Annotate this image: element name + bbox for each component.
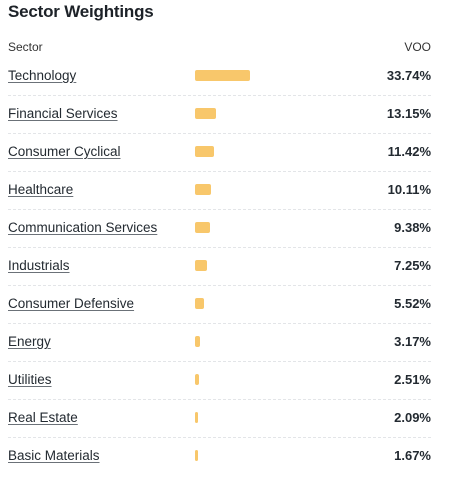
sector-link[interactable]: Utilities <box>8 372 52 387</box>
sector-link[interactable]: Communication Services <box>8 220 158 235</box>
weight-bar <box>195 374 199 385</box>
weight-bar <box>195 146 214 157</box>
weight-bar <box>195 70 250 81</box>
weight-bar-track <box>195 336 355 347</box>
weight-bar-track <box>195 108 355 119</box>
sector-link[interactable]: Consumer Cyclical <box>8 144 121 159</box>
weight-value: 2.51% <box>394 372 431 387</box>
weight-bar-track <box>195 374 355 385</box>
weight-bar <box>195 222 210 233</box>
fund-column-header: VOO <box>404 40 431 54</box>
weight-bar <box>195 184 211 195</box>
table-row: Healthcare 10.11% <box>8 172 431 210</box>
table-row: Utilities 2.51% <box>8 362 431 400</box>
weight-bar-track <box>195 70 355 81</box>
sector-link[interactable]: Financial Services <box>8 106 118 121</box>
weight-bar <box>195 412 198 423</box>
sector-link[interactable]: Basic Materials <box>8 448 100 463</box>
weight-bar-track <box>195 184 355 195</box>
table-row: Communication Services 9.38% <box>8 210 431 248</box>
weight-value: 5.52% <box>394 296 431 311</box>
sector-link[interactable]: Consumer Defensive <box>8 296 135 311</box>
weight-bar-track <box>195 412 355 423</box>
weight-value: 33.74% <box>386 68 431 83</box>
sector-list: Technology 33.74% Financial Services 13.15%… <box>8 58 431 476</box>
table-row: Real Estate 2.09% <box>8 400 431 438</box>
panel-title: Sector Weightings <box>8 2 154 21</box>
weight-value: 2.09% <box>394 410 431 425</box>
weight-bar <box>195 450 198 461</box>
table-row: Energy 3.17% <box>8 324 431 362</box>
weight-bar <box>195 260 207 271</box>
weight-bar-track <box>195 260 355 271</box>
sector-column-header: Sector <box>8 40 43 54</box>
sector-link[interactable]: Energy <box>8 334 51 349</box>
sector-link[interactable]: Technology <box>8 68 77 83</box>
sector-link[interactable]: Real Estate <box>8 410 78 425</box>
sector-link[interactable]: Industrials <box>8 258 70 273</box>
weight-bar-track <box>195 298 355 309</box>
weight-value: 7.25% <box>394 258 431 273</box>
weight-bar <box>195 298 204 309</box>
table-row: Industrials 7.25% <box>8 248 431 286</box>
weight-value: 11.42% <box>387 144 431 159</box>
weight-value: 1.67% <box>394 448 431 463</box>
table-row: Financial Services 13.15% <box>8 96 431 134</box>
weight-bar <box>195 336 200 347</box>
weight-bar-track <box>195 146 355 157</box>
weight-value: 13.15% <box>386 106 431 121</box>
table-row: Consumer Cyclical 11.42% <box>8 134 431 172</box>
table-header: Sector VOO <box>8 40 431 58</box>
sector-link[interactable]: Healthcare <box>8 182 74 197</box>
weight-bar-track <box>195 450 355 461</box>
weight-value: 9.38% <box>394 220 431 235</box>
weight-bar <box>195 108 216 119</box>
weight-bar-track <box>195 222 355 233</box>
table-row: Technology 33.74% <box>8 58 431 96</box>
table-row: Consumer Defensive 5.52% <box>8 286 431 324</box>
weight-value: 10.11% <box>387 182 431 197</box>
table-row: Basic Materials 1.67% <box>8 438 431 476</box>
weight-value: 3.17% <box>394 334 431 349</box>
